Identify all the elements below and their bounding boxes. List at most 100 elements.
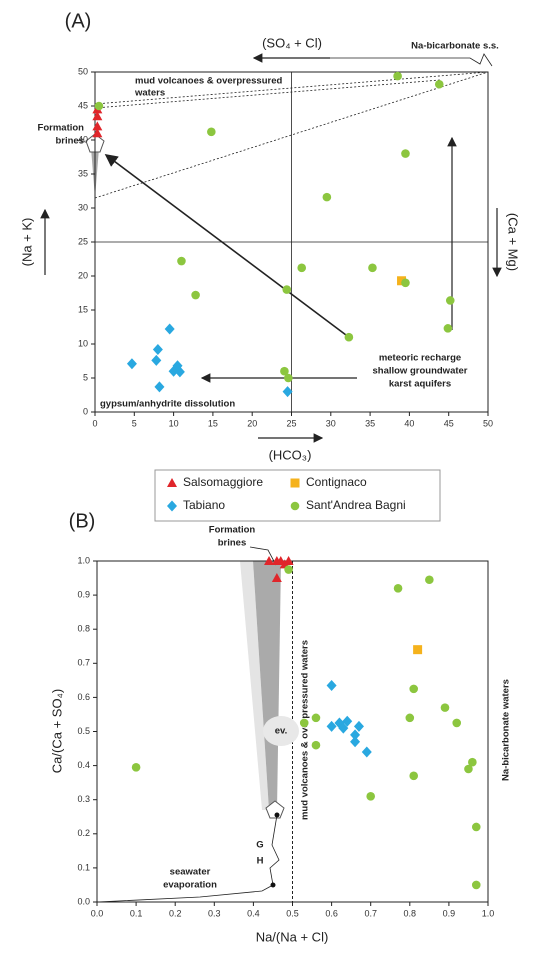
marker-square — [290, 478, 300, 488]
y-tick-label: 0 — [83, 406, 88, 416]
marker-circle — [311, 713, 321, 723]
marker-circle — [443, 324, 453, 333]
marker-diamond — [361, 746, 372, 758]
x-tick-label: 0.5 — [286, 908, 299, 918]
marker-circle — [434, 79, 444, 89]
y-tick-label: 1.0 — [77, 555, 90, 565]
y-tick-label: 30 — [78, 202, 88, 212]
legend-label: Salsomaggiore — [183, 475, 263, 489]
y-tick-label: 25 — [78, 236, 88, 246]
marker-circle — [445, 296, 455, 305]
x-tick-label: 0 — [92, 418, 97, 428]
x-tick-label: 0.7 — [364, 908, 377, 918]
annotation: gypsum/anhydrite dissolution — [100, 399, 235, 410]
marker-circle — [409, 684, 419, 694]
marker-circle — [464, 764, 473, 774]
y-tick-label: 0.1 — [77, 862, 90, 872]
legend-label: Tabiano — [183, 498, 225, 512]
y-axis-label: (Na + K) — [19, 218, 34, 267]
y-tick-label: 0.5 — [77, 726, 90, 736]
x-tick-label: 50 — [483, 418, 493, 428]
x-tick-label: 30 — [326, 418, 336, 428]
x-axis-label: Na/(Na + Cl) — [256, 929, 329, 944]
x-tick-label: 5 — [132, 418, 137, 428]
marker-diamond — [338, 722, 349, 734]
marker-triangle — [264, 556, 275, 565]
marker-diamond — [353, 720, 364, 732]
panel-label: (B) — [69, 510, 96, 532]
marker-diamond — [154, 381, 165, 393]
y-tick-label: 10 — [78, 338, 88, 348]
marker-circle — [405, 713, 415, 723]
y-tick-label: 45 — [78, 100, 88, 110]
annotation: evaporation — [163, 880, 217, 891]
y-tick-label: 0.7 — [77, 658, 90, 668]
y-tick-label: 0.3 — [77, 794, 90, 804]
annotation: karst aquifers — [389, 379, 451, 390]
x-axis-label: (HCO₃) — [269, 447, 312, 462]
marker-diamond — [164, 323, 175, 335]
annotation: Formation — [209, 525, 256, 536]
marker-diamond — [326, 720, 337, 732]
marker-circle — [297, 263, 307, 273]
annotation: ev. — [275, 726, 288, 737]
x-tick-label: 0.9 — [443, 908, 456, 918]
annotation: Formation — [38, 123, 85, 134]
y-tick-label: 0.0 — [77, 896, 90, 906]
y-tick-label: 20 — [78, 270, 88, 280]
marker-diamond — [152, 343, 163, 355]
marker-diamond — [174, 366, 185, 378]
marker-circle — [401, 278, 410, 288]
annotation: Na-bicarbonate s.s. — [411, 41, 499, 52]
x-tick-label: 35 — [365, 418, 375, 428]
marker-triangle — [271, 573, 282, 583]
marker-circle — [284, 565, 293, 574]
annotation: meteoric recharge — [379, 353, 461, 364]
marker-circle — [94, 101, 104, 111]
x-tick-label: 45 — [444, 418, 454, 428]
marker-diamond — [167, 500, 177, 512]
marker-circle — [452, 718, 462, 728]
marker-circle — [409, 771, 419, 781]
y-tick-label: 0.8 — [77, 624, 90, 634]
marker-circle — [322, 192, 332, 202]
marker-circle — [468, 757, 477, 767]
panel-label: (A) — [65, 10, 92, 32]
marker-circle — [290, 501, 300, 511]
annotation: Na-bicarbonate waters — [501, 679, 512, 781]
x2-axis-label: (SO₄ + Cl) — [262, 35, 322, 50]
marker-diamond — [350, 736, 361, 748]
panel-b-decoration — [96, 546, 299, 903]
y-tick-label: 15 — [78, 304, 88, 314]
marker-diamond — [126, 358, 137, 370]
marker-circle — [311, 740, 321, 750]
x-tick-label: 0.3 — [208, 908, 221, 918]
y-tick-label: 50 — [78, 66, 88, 76]
annotation: mud volcanoes & overpressured waters — [300, 640, 311, 820]
marker-circle — [284, 373, 293, 383]
annotation: G — [256, 840, 263, 851]
marker-triangle — [92, 111, 103, 121]
marker-triangle — [92, 121, 103, 131]
x-tick-label: 25 — [286, 418, 296, 428]
annotation: shallow groundwater — [372, 366, 467, 377]
marker-circle — [393, 71, 402, 81]
marker-circle — [344, 332, 354, 342]
marker-diamond — [282, 386, 293, 398]
annotation: seawater — [170, 867, 211, 878]
marker-circle — [393, 583, 403, 593]
marker-diamond — [350, 729, 361, 741]
y2-axis-label: (Ca + Mg) — [506, 213, 521, 271]
marker-diamond — [326, 679, 337, 691]
marker-diamond — [151, 354, 162, 366]
y-tick-label: 0.9 — [77, 589, 90, 599]
marker-circle — [282, 285, 292, 294]
x-tick-label: 40 — [404, 418, 414, 428]
x-tick-label: 0.0 — [91, 908, 104, 918]
marker-circle — [401, 149, 410, 158]
y-tick-label: 40 — [78, 134, 88, 144]
annotation: waters — [134, 88, 165, 99]
marker-circle — [280, 366, 289, 376]
plots: 0 5 10 15 20 25 30 35 40 45 50 0 5 10 15 20 25 30 35 40 45 50… — [19, 10, 520, 944]
